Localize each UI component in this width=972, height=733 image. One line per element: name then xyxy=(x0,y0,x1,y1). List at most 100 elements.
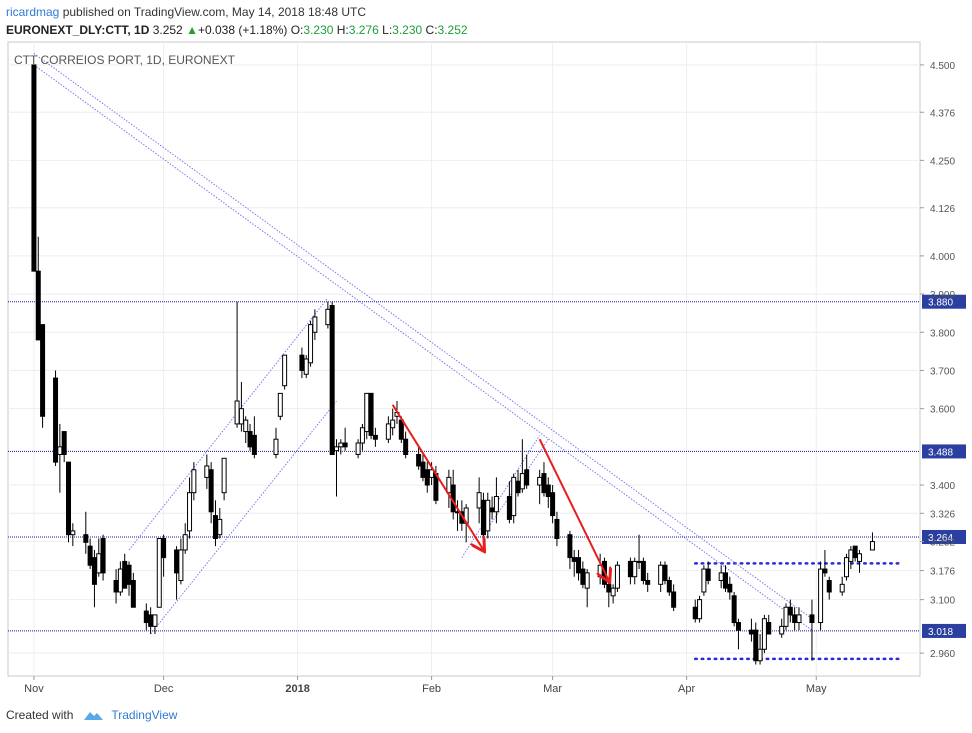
candle-down xyxy=(705,568,711,582)
candle-down xyxy=(809,614,815,624)
candle-up xyxy=(511,476,517,517)
candle-up xyxy=(869,541,875,551)
candle-up xyxy=(848,549,854,562)
candle-down xyxy=(126,564,132,585)
candle-up xyxy=(584,572,590,589)
candle-down xyxy=(571,557,577,562)
candle-up xyxy=(303,358,309,375)
candle-down xyxy=(35,270,41,341)
candle-up xyxy=(221,457,227,494)
candle-down xyxy=(576,557,582,574)
price-badge xyxy=(922,444,966,459)
candle-down xyxy=(671,591,677,608)
candle-up xyxy=(697,599,703,620)
candle-up xyxy=(818,568,824,624)
candle-up xyxy=(282,354,288,387)
x-tick-label: Mar xyxy=(543,683,562,695)
x-tick-label: Nov xyxy=(24,683,44,695)
candle-down xyxy=(161,538,167,559)
price-badge xyxy=(922,623,966,638)
close-value: 3.252 xyxy=(437,23,468,37)
candle-down xyxy=(515,480,521,494)
candle-down xyxy=(645,580,651,585)
candle-up xyxy=(338,442,344,448)
candle-down xyxy=(87,545,93,566)
candle-down xyxy=(731,595,737,624)
candle-down xyxy=(61,431,67,455)
time-axis: Nov Dec 2018 Feb Mar Apr May xyxy=(24,676,827,695)
candle-down xyxy=(100,538,106,574)
candle-down xyxy=(40,324,46,417)
candle-up xyxy=(796,614,802,624)
candle-up xyxy=(701,568,707,593)
y-tick-label: 3.400 xyxy=(930,481,955,492)
candle-up xyxy=(779,625,785,635)
candle-up xyxy=(156,538,162,608)
candle-up xyxy=(277,392,283,417)
candle-up xyxy=(308,324,314,364)
candle-down xyxy=(852,545,858,559)
candle-up xyxy=(273,438,279,455)
candle-up xyxy=(537,476,543,486)
candle-down xyxy=(251,434,257,455)
candle-up xyxy=(333,446,339,452)
open-label: O: xyxy=(290,23,304,37)
x-tick-label: 2018 xyxy=(285,683,309,695)
y-tick-label: 3.700 xyxy=(930,366,955,377)
candle-down xyxy=(692,606,698,620)
candle-up xyxy=(238,408,244,425)
footer: Created with TradingView xyxy=(6,708,177,722)
price-badge xyxy=(922,529,966,544)
candle-up xyxy=(96,553,102,574)
candle-up xyxy=(243,419,249,433)
y-tick-label: 3.800 xyxy=(930,328,955,339)
candle-down xyxy=(424,469,430,486)
candles xyxy=(31,64,875,665)
candle-down xyxy=(83,534,89,543)
candle-up xyxy=(636,560,642,563)
candle-down xyxy=(122,560,128,589)
candle-up xyxy=(493,495,499,513)
candle-up xyxy=(191,469,197,494)
candle-down xyxy=(212,515,218,540)
candle-down xyxy=(148,614,154,627)
candle-up xyxy=(485,499,491,532)
candle-up xyxy=(614,564,620,589)
symbol-label: EURONEXT_DLY:CTT, 1D xyxy=(6,23,150,37)
candle-up xyxy=(718,572,724,582)
high-label: H: xyxy=(336,23,349,37)
tradingview-link[interactable]: TradingView xyxy=(111,708,178,722)
candle-up xyxy=(385,423,391,440)
candle-down xyxy=(342,442,348,448)
candle-up xyxy=(152,614,158,627)
up-triangle-icon: ▲ xyxy=(186,23,198,37)
y-tick-label: 4.126 xyxy=(930,204,955,215)
grid xyxy=(8,42,920,676)
price-axis: 4.500 4.376 4.250 4.126 4.000 3.900 3.800 3.700… xyxy=(920,61,955,660)
channel-line xyxy=(33,53,813,620)
candle-down xyxy=(627,560,633,578)
candle-up xyxy=(476,492,482,509)
candle-down xyxy=(640,560,646,582)
candle-down xyxy=(416,453,422,467)
candle-down xyxy=(130,580,136,608)
y-tick-label: 4.250 xyxy=(930,156,955,167)
channel-line xyxy=(461,435,541,558)
candle-up xyxy=(839,583,845,593)
candle-down xyxy=(420,461,426,478)
candle-up xyxy=(70,530,76,536)
y-tick-label: 3.100 xyxy=(930,596,955,607)
y-tick-label: 2.960 xyxy=(930,649,955,660)
candle-down xyxy=(53,377,59,463)
price-badge-label: 3.488 xyxy=(928,447,953,458)
y-tick-label: 3.900 xyxy=(930,290,955,301)
price-badge xyxy=(922,294,966,309)
price-badge-label: 3.880 xyxy=(928,298,953,309)
trend-arrow xyxy=(391,404,484,550)
author-link[interactable]: ricardmag xyxy=(6,5,60,19)
candle-down xyxy=(91,557,97,585)
candle-down xyxy=(727,583,733,593)
created-with-text: Created with xyxy=(6,708,74,722)
ohlc-legend: EURONEXT_DLY:CTT, 1D 3.252 ▲+0.038 (+1.1… xyxy=(6,23,468,37)
